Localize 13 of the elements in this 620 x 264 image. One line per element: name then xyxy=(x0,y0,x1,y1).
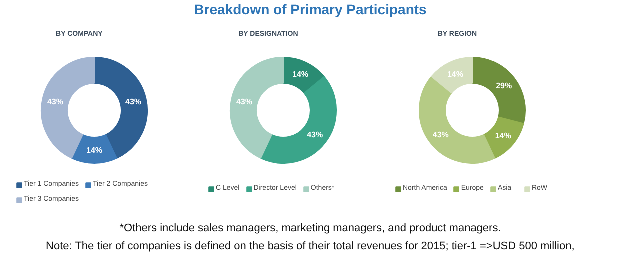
data-label: 14% xyxy=(495,131,512,140)
data-label: 43% xyxy=(307,130,324,140)
text: *Others include sales managers, marketing managers, and product managers. xyxy=(120,222,502,234)
data-label: 43% xyxy=(236,97,252,106)
data-label: 43% xyxy=(432,130,449,140)
data-label: 14% xyxy=(86,146,103,155)
data-label: 14% xyxy=(447,70,464,79)
data-label: 43% xyxy=(47,97,64,106)
data-label: 29% xyxy=(496,81,512,90)
data-label: 43% xyxy=(126,97,142,106)
text: Note: The tier of companies is defined on the basis of their total revenues for 2015; tier-1 =>USD 500 million, xyxy=(46,240,575,252)
data-label: 14% xyxy=(292,70,309,79)
text: Breakdown of Primary Participants xyxy=(194,2,428,18)
